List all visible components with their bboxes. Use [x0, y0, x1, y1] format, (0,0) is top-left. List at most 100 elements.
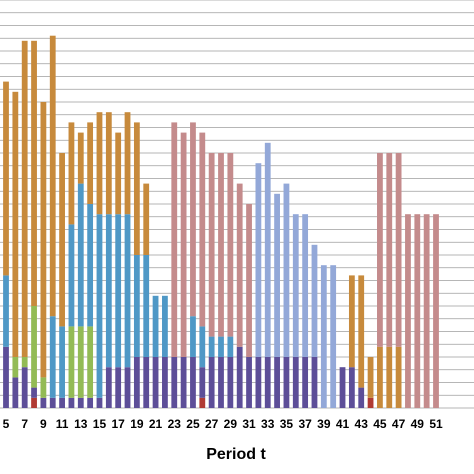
bar-segment-orange — [348, 275, 355, 368]
x-tick-label: 47 — [392, 417, 406, 431]
bar-segment-pink — [377, 153, 383, 347]
bar-segment-teal — [133, 255, 140, 357]
bar-segment-green — [77, 326, 84, 398]
x-tick-label: 21 — [149, 417, 163, 431]
bar-segment-purple — [133, 357, 140, 408]
x-axis-title: Period t — [206, 446, 266, 463]
bar-segment-purple — [246, 357, 252, 408]
bar-segment-purple — [77, 397, 84, 408]
bar-segment-pink — [208, 153, 215, 337]
x-tick-label: 37 — [298, 417, 312, 431]
x-tick-label: 51 — [429, 417, 443, 431]
bar-segment-orange — [367, 357, 374, 398]
x-tick-label: 35 — [280, 417, 294, 431]
bar-segment-purple — [152, 357, 159, 408]
bar-segment-teal — [115, 214, 122, 368]
x-tick-label: 15 — [93, 417, 107, 431]
bar-segment-teal — [105, 214, 112, 368]
x-tick-label: 27 — [205, 417, 219, 431]
x-tick-label: 31 — [242, 417, 256, 431]
bar-segment-red — [31, 397, 37, 408]
bar-segment-lightblue — [255, 163, 262, 357]
x-tick-label: 9 — [40, 417, 47, 431]
bar-segment-orange — [12, 91, 19, 358]
x-tick-label: 7 — [21, 417, 28, 431]
bar-segment-teal — [218, 336, 224, 357]
bar-segment-purple — [208, 357, 215, 408]
bar-segment-lightblue — [283, 183, 290, 357]
bar-segment-purple — [3, 346, 9, 408]
bar-segment-lightblue — [330, 265, 337, 408]
x-tick-label: 25 — [186, 417, 200, 431]
bar-segment-teal — [96, 214, 103, 398]
bar-segment-teal — [77, 183, 84, 327]
bar-segment-pink — [199, 132, 206, 327]
bar-segment-orange — [49, 35, 56, 317]
bar-segment-purple — [255, 357, 262, 408]
bar-segment-purple — [274, 357, 280, 408]
x-tick-label: 13 — [74, 417, 88, 431]
bar-segment-orange — [143, 183, 150, 255]
bar-segment-orange — [59, 153, 65, 327]
bar-segment-purple — [87, 397, 94, 408]
x-tick-label: 11 — [56, 417, 69, 431]
bar-segment-orange — [377, 346, 383, 408]
bar-segment-teal — [227, 336, 234, 357]
bar-segment-purple — [302, 357, 309, 408]
bar-segment-pink — [395, 153, 402, 347]
bar-segment-purple — [236, 346, 243, 408]
bar-segment-orange — [105, 112, 112, 215]
x-tick-label: 23 — [168, 417, 182, 431]
bar-segment-green — [21, 357, 28, 368]
bar-segment-pink — [180, 132, 187, 357]
bar-segment-orange — [40, 102, 47, 378]
bar-segment-teal — [68, 224, 75, 327]
bar-segment-orange — [31, 40, 37, 307]
bar-segment-teal — [124, 214, 131, 368]
bar-segment-purple — [105, 367, 112, 408]
bar-segment-purple — [358, 387, 365, 408]
bar-segment-purple — [59, 397, 65, 408]
bar-segment-teal — [190, 316, 196, 357]
bar-segment-purple — [292, 357, 299, 408]
bar-segment-green — [87, 326, 94, 398]
bar-segment-lightblue — [274, 193, 280, 357]
bars — [3, 35, 439, 408]
bar-segment-lightblue — [264, 142, 271, 357]
bar-segment-purple — [143, 357, 150, 408]
bar-segment-pink — [414, 214, 421, 408]
bar-segment-teal — [3, 275, 9, 347]
bar-segment-purple — [171, 357, 178, 408]
bar-segment-teal — [208, 336, 215, 357]
x-tick-label: 19 — [130, 417, 144, 431]
bar-segment-teal — [59, 326, 65, 398]
bar-segment-pink — [433, 214, 439, 408]
x-tick-label: 41 — [336, 417, 350, 431]
bar-segment-lightblue — [302, 214, 309, 357]
bar-segment-purple — [190, 357, 196, 408]
bar-segment-pink — [423, 214, 430, 408]
bar-segment-purple — [227, 357, 234, 408]
bar-segment-purple — [218, 357, 224, 408]
bar-segment-purple — [96, 397, 103, 408]
bar-segment-purple — [21, 367, 28, 408]
x-tick-label: 39 — [317, 417, 331, 431]
bar-segment-pink — [386, 153, 393, 347]
bar-segment-pink — [236, 183, 243, 347]
bar-segment-orange — [386, 346, 393, 408]
bar-segment-green — [12, 357, 19, 378]
x-tick-label: 45 — [373, 417, 387, 431]
bar-segment-green — [40, 377, 47, 398]
bar-segment-lightblue — [320, 265, 327, 408]
bar-segment-purple — [49, 397, 56, 408]
bar-segment-orange — [96, 112, 103, 215]
bar-segment-purple — [180, 357, 187, 408]
bar-segment-green — [68, 326, 75, 398]
bar-segment-orange — [395, 346, 402, 408]
bar-segment-teal — [87, 204, 94, 327]
x-tick-label: 5 — [3, 417, 10, 431]
bar-segment-purple — [199, 367, 206, 398]
bar-segment-orange — [21, 40, 28, 358]
bar-segment-orange — [77, 132, 84, 184]
